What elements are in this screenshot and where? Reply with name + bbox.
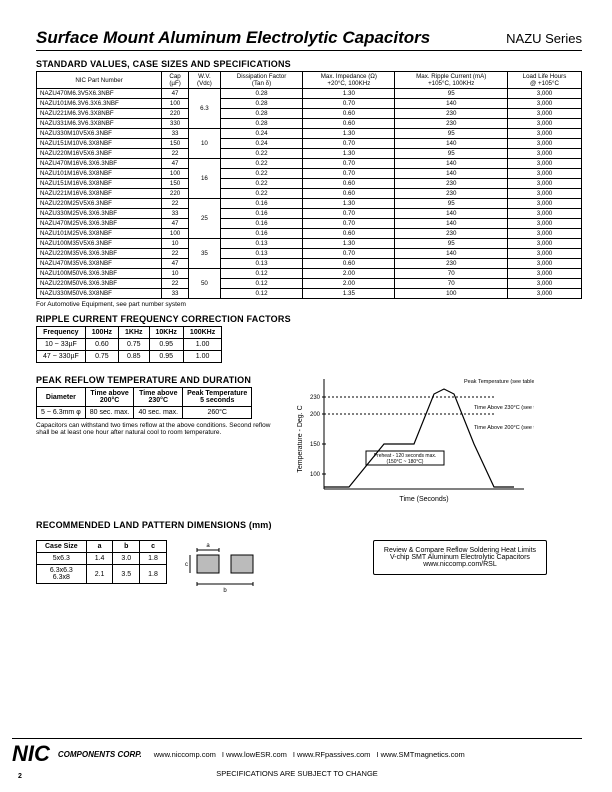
dia-a: a: [206, 543, 210, 549]
land-table: Case Sizeabc5x6.31.43.01.86.3x6.36.3x82.…: [36, 540, 167, 584]
specs-heading: STANDARD VALUES, CASE SIZES AND SPECIFIC…: [36, 59, 582, 69]
page-number: 2: [18, 773, 22, 780]
svg-text:(150°C ~ 180°C): (150°C ~ 180°C): [387, 459, 424, 465]
review-box: Review & Compare Reflow Soldering Heat L…: [373, 540, 547, 575]
svg-text:Time Above 230°C (see table): Time Above 230°C (see table): [474, 405, 534, 411]
land-heading: RECOMMENDED LAND PATTERN DIMENSIONS (mm): [36, 520, 582, 530]
ripple-heading: RIPPLE CURRENT FREQUENCY CORRECTION FACT…: [36, 314, 582, 324]
logo: NIC: [12, 741, 50, 767]
svg-text:200: 200: [310, 412, 321, 418]
page-title: Surface Mount Aluminum Electrolytic Capa…: [36, 28, 430, 48]
dia-b: b: [223, 588, 227, 594]
reflow-table: DiameterTime above200°CTime above230°CPe…: [36, 387, 252, 419]
series-label: NAZU Series: [506, 31, 582, 46]
footer: NIC COMPONENTS CORP. www.niccomp.comI ww…: [12, 738, 582, 778]
chart-y-label: Temperature - Deg. C: [297, 405, 304, 472]
svg-text:230: 230: [310, 395, 321, 401]
svg-text:100: 100: [310, 472, 321, 478]
specs-table: NIC Part NumberCap(µF)W.V.(Vdc)Dissipati…: [36, 71, 582, 299]
svg-text:150: 150: [310, 442, 321, 448]
footer-subject: SPECIFICATIONS ARE SUBJECT TO CHANGE: [12, 769, 582, 778]
reflow-chart: Temperature - Deg. C 230 200 150 100 Peak T…: [294, 369, 534, 514]
ripple-table: Frequency100Hz1KHz10KHz100KHz10 ~ 33µF0.…: [36, 326, 222, 363]
review-l3: www.niccomp.com/RSL: [384, 561, 536, 568]
svg-text:Time (Seconds): Time (Seconds): [399, 496, 448, 503]
reflow-heading: PEAK REFLOW TEMPERATURE AND DURATION: [36, 375, 276, 385]
svg-text:Peak Temperature (see table): Peak Temperature (see table): [464, 379, 534, 385]
dia-c: c: [185, 562, 188, 568]
title-row: Surface Mount Aluminum Electrolytic Capa…: [36, 28, 582, 51]
svg-text:Time Above 200°C (see table): Time Above 200°C (see table): [474, 425, 534, 431]
review-l1: Review & Compare Reflow Soldering Heat L…: [384, 547, 536, 554]
corp-name: COMPONENTS CORP.: [58, 750, 142, 759]
land-diagram: a c b: [185, 540, 275, 597]
reflow-note: Capacitors can withstand two times reflo…: [36, 422, 276, 436]
review-l2: V-chip SMT Aluminum Electrolytic Capacit…: [384, 554, 536, 561]
specs-footnote: For Automotive Equipment, see part numbe…: [36, 301, 582, 308]
footer-urls: www.niccomp.comI www.lowESR.comI www.RFp…: [154, 750, 471, 759]
